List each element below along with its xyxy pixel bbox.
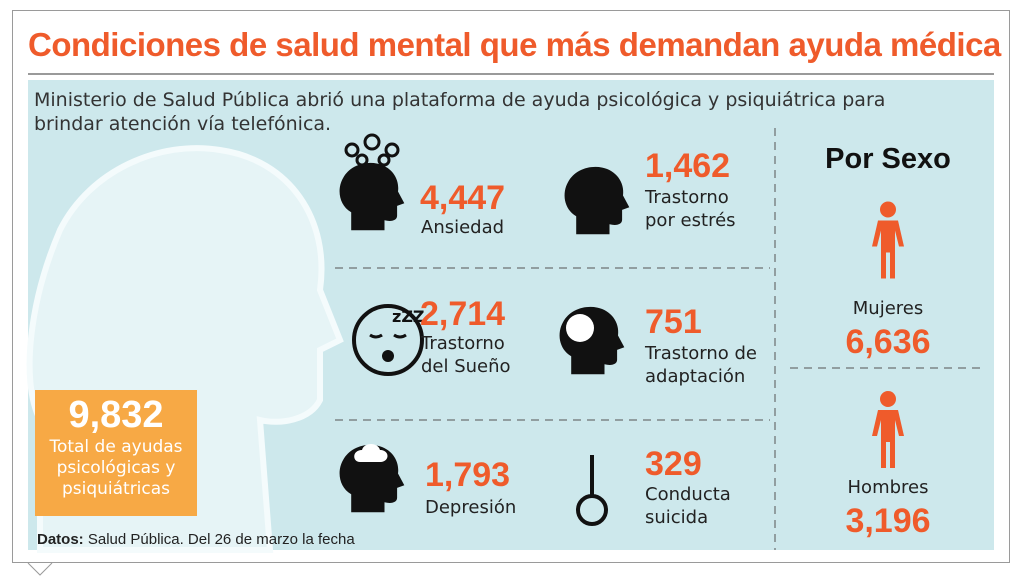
- condition-label: Trastorno por estrés: [645, 187, 736, 231]
- total-box: 9,832 Total de ayudas psicológicas y psi…: [35, 390, 197, 516]
- condition-value: 329: [645, 445, 702, 483]
- rule: [28, 73, 994, 75]
- condition-value: 4,447: [420, 179, 506, 217]
- total-value: 9,832: [68, 394, 164, 436]
- condition-label: Conducta suicida: [645, 484, 731, 528]
- title: Condiciones de salud mental que más dema…: [28, 26, 1001, 63]
- sex-value: 3,196: [845, 502, 931, 540]
- sex-label: Hombres: [847, 477, 929, 498]
- condition-value: 1,793: [425, 456, 511, 494]
- condition-label: Ansiedad: [421, 217, 505, 238]
- sex-title: Por Sexo: [825, 143, 951, 175]
- frame: [12, 10, 1010, 563]
- condition-value: 1,462: [645, 147, 731, 185]
- condition-label: Trastorno del Sueño: [421, 333, 511, 377]
- sex-label: Mujeres: [852, 298, 924, 319]
- total-label: Total de ayudas psicológicas y psiquiátr…: [49, 437, 183, 499]
- condition-value: 2,714: [420, 295, 506, 333]
- condition-value: 751: [645, 303, 702, 341]
- source: Datos: Salud Pública. Del 26 de marzo la…: [37, 531, 355, 548]
- condition-label: Trastorno de adaptación: [645, 343, 757, 387]
- sex-value: 6,636: [845, 323, 931, 361]
- source-label: Datos:: [37, 531, 84, 548]
- intro: Ministerio de Salud Pública abrió una pl…: [34, 89, 886, 135]
- condition-label: Depresión: [425, 497, 517, 518]
- svg-text:zZZ: zZZ: [392, 307, 425, 326]
- source-text: Salud Pública. Del 26 de marzo la fecha: [87, 531, 355, 548]
